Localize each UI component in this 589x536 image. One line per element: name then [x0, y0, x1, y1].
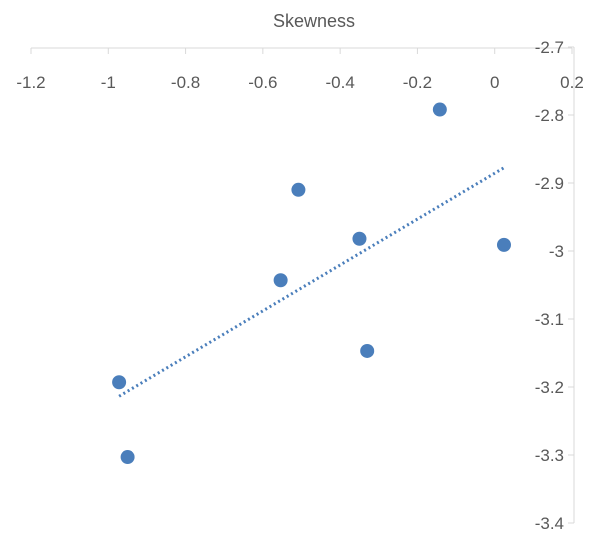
x-tick-label: 0	[490, 73, 499, 92]
trendline	[118, 166, 505, 398]
points-group	[112, 102, 511, 465]
y-tick-label: -3	[549, 242, 564, 261]
data-point	[496, 237, 511, 252]
data-point	[273, 273, 288, 288]
y-tick-label: -2.9	[535, 174, 564, 193]
data-point	[352, 231, 367, 246]
data-point	[291, 182, 306, 197]
x-tick-label: -0.4	[325, 73, 354, 92]
x-axis-title: Skewness	[273, 11, 355, 31]
x-tick-label: -1.2	[16, 73, 45, 92]
y-tick-label: -3.4	[535, 514, 564, 533]
y-tick-label: -2.8	[535, 106, 564, 125]
y-tick-label: -3.2	[535, 378, 564, 397]
data-point	[360, 343, 375, 358]
data-point	[112, 375, 127, 390]
x-tick-label: -0.8	[171, 73, 200, 92]
y-tick-label: -3.3	[535, 446, 564, 465]
trendline-group	[118, 166, 505, 398]
x-tick-label: -0.2	[403, 73, 432, 92]
y-tick-label: -3.1	[535, 310, 564, 329]
axes: -1.2 -1 -0.8 -0.6 -0.4 -0.2 0 0.2 -2.7 -2.8 -2.9 -3…	[16, 38, 583, 533]
data-point	[120, 450, 135, 465]
x-tick-label: -1	[101, 73, 116, 92]
data-point	[432, 102, 447, 117]
x-tick-label: 0.2	[560, 73, 584, 92]
y-tick-label: -2.7	[535, 38, 564, 57]
x-tick-label: -0.6	[248, 73, 277, 92]
